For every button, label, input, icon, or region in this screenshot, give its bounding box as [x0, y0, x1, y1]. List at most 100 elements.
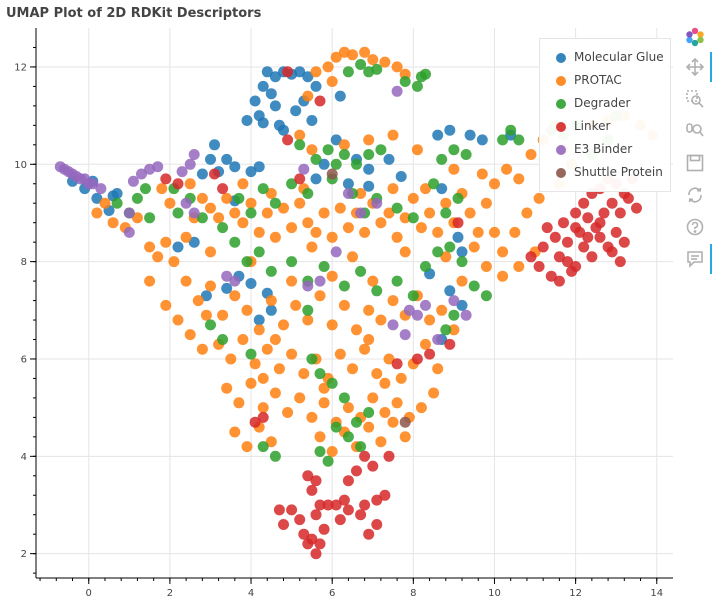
data-point — [310, 226, 322, 238]
data-point — [444, 241, 456, 253]
data-point — [286, 178, 298, 190]
data-point — [257, 117, 269, 129]
data-point — [229, 161, 241, 173]
data-point — [286, 222, 298, 234]
data-point — [257, 183, 269, 195]
data-point — [407, 192, 419, 204]
legend-swatch — [556, 53, 566, 63]
legend-item[interactable]: E3 Binder — [540, 139, 670, 161]
data-point — [606, 197, 618, 209]
data-point — [253, 246, 265, 258]
data-point — [326, 168, 338, 180]
data-point — [391, 275, 403, 287]
box-zoom-icon[interactable] — [680, 84, 710, 114]
legend-label: Degrader — [574, 96, 631, 110]
data-point — [302, 538, 314, 550]
data-point — [278, 519, 289, 530]
data-point — [326, 270, 338, 282]
data-point — [420, 299, 431, 311]
legend-swatch — [556, 76, 566, 86]
data-point — [322, 61, 334, 73]
y-tick-label: 6 — [21, 354, 27, 365]
data-point — [140, 183, 151, 195]
data-point — [342, 475, 354, 487]
data-point — [428, 178, 440, 190]
data-point — [347, 251, 358, 263]
data-point — [505, 124, 517, 136]
data-point — [480, 197, 492, 209]
data-point — [363, 528, 375, 540]
data-point — [269, 450, 281, 462]
data-point — [233, 192, 245, 204]
legend-swatch — [556, 168, 566, 178]
data-point — [347, 49, 358, 61]
data-point — [342, 504, 354, 516]
data-point — [424, 207, 436, 219]
help-icon[interactable] — [680, 212, 710, 242]
legend[interactable]: Molecular Glue PROTAC Degrader Linker E3… — [539, 38, 671, 192]
legend-label: PROTAC — [574, 73, 622, 87]
data-point — [200, 290, 212, 302]
data-point — [233, 397, 245, 409]
data-point — [306, 411, 318, 423]
data-point — [355, 188, 367, 199]
data-point — [387, 295, 399, 307]
legend-item[interactable]: Linker — [540, 116, 670, 138]
legend-item[interactable]: Degrader — [540, 93, 670, 115]
data-point — [310, 153, 322, 165]
data-point — [221, 270, 233, 282]
data-point — [464, 207, 476, 219]
data-point — [196, 343, 208, 355]
data-point — [205, 280, 216, 292]
data-point — [318, 397, 330, 409]
data-point — [221, 192, 233, 204]
wheel-zoom-icon[interactable] — [680, 116, 710, 146]
legend-item[interactable]: PROTAC — [540, 70, 670, 92]
reset-icon[interactable] — [680, 180, 710, 210]
data-point — [188, 236, 200, 248]
legend-item[interactable]: Shuttle Protein — [540, 162, 670, 184]
data-point — [334, 90, 346, 102]
data-point — [342, 66, 354, 78]
data-point — [464, 129, 476, 141]
data-point — [371, 494, 383, 506]
data-point — [318, 523, 330, 535]
data-point — [225, 353, 237, 365]
data-point — [379, 56, 391, 68]
data-point — [399, 431, 411, 443]
data-point — [489, 226, 500, 238]
data-point — [497, 270, 509, 282]
data-point — [383, 153, 395, 165]
data-point — [424, 314, 436, 326]
data-point — [371, 519, 383, 530]
data-point — [257, 80, 269, 92]
hover-icon[interactable] — [680, 244, 712, 274]
data-point — [269, 100, 281, 112]
legend-item[interactable]: Molecular Glue — [540, 47, 670, 69]
data-point — [294, 139, 306, 151]
data-point — [411, 309, 423, 321]
data-point — [387, 416, 399, 428]
data-point — [91, 207, 103, 219]
data-point — [144, 275, 156, 287]
data-point — [241, 256, 253, 268]
data-point — [282, 134, 294, 146]
data-point — [334, 202, 346, 214]
data-point — [359, 343, 371, 355]
data-point — [472, 226, 484, 238]
data-point — [578, 197, 590, 209]
data-point — [440, 197, 452, 209]
data-point — [448, 144, 460, 156]
data-point — [257, 411, 269, 423]
bokeh-logo-icon[interactable] — [680, 22, 710, 52]
data-point — [363, 421, 375, 433]
pan-icon[interactable] — [680, 52, 712, 82]
data-point — [83, 178, 95, 190]
data-point — [265, 88, 277, 100]
data-point — [432, 226, 444, 238]
data-point — [558, 217, 569, 229]
save-icon[interactable] — [680, 148, 710, 178]
data-point — [489, 178, 500, 190]
data-point — [278, 202, 289, 214]
